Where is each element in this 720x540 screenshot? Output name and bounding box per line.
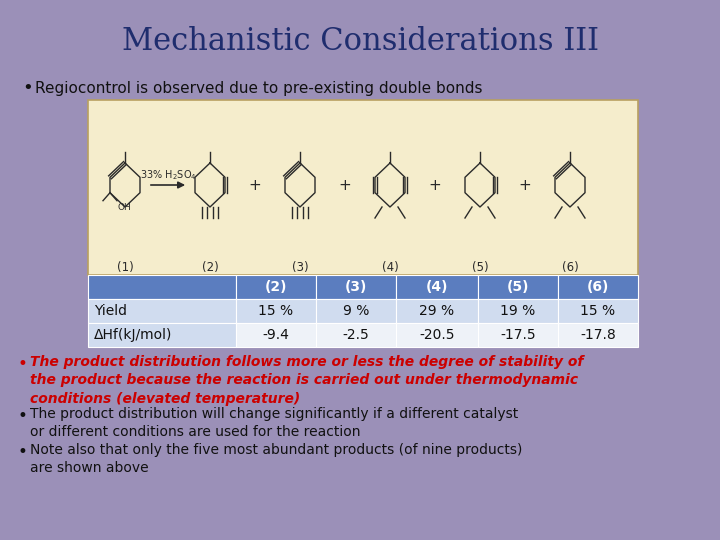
- Text: (3): (3): [345, 280, 367, 294]
- Text: •: •: [18, 443, 28, 461]
- Text: Regiocontrol is observed due to pre-existing double bonds: Regiocontrol is observed due to pre-exis…: [35, 80, 482, 96]
- Text: (2): (2): [202, 260, 218, 273]
- Text: +: +: [428, 178, 441, 192]
- Bar: [236, 299, 316, 323]
- Bar: [88, 323, 236, 347]
- Text: (3): (3): [292, 260, 308, 273]
- Text: 29 %: 29 %: [420, 304, 454, 318]
- Text: (6): (6): [562, 260, 578, 273]
- Text: (6): (6): [587, 280, 609, 294]
- Text: -2.5: -2.5: [343, 328, 369, 342]
- Bar: [316, 323, 396, 347]
- Text: (5): (5): [472, 260, 488, 273]
- Text: (4): (4): [426, 280, 449, 294]
- Bar: [88, 299, 236, 323]
- Text: The product distribution will change significantly if a different catalyst
or di: The product distribution will change sig…: [30, 407, 518, 440]
- Text: Mechanistic Considerations III: Mechanistic Considerations III: [122, 26, 598, 57]
- Text: -17.5: -17.5: [500, 328, 536, 342]
- Text: Yield: Yield: [94, 304, 127, 318]
- Text: 19 %: 19 %: [500, 304, 536, 318]
- Text: +: +: [248, 178, 261, 192]
- Text: OH: OH: [117, 202, 131, 212]
- Text: 15 %: 15 %: [580, 304, 616, 318]
- Text: The product distribution follows more or less the degree of stability of
the pro: The product distribution follows more or…: [30, 355, 583, 406]
- Text: (4): (4): [382, 260, 398, 273]
- Bar: [558, 299, 638, 323]
- Text: •: •: [18, 407, 28, 425]
- Text: (5): (5): [507, 280, 529, 294]
- Text: +: +: [338, 178, 351, 192]
- Text: -9.4: -9.4: [263, 328, 289, 342]
- Bar: [236, 323, 316, 347]
- Text: Note also that only the five most abundant products (of nine products)
are shown: Note also that only the five most abunda…: [30, 443, 523, 475]
- Bar: [88, 100, 638, 275]
- Bar: [316, 275, 396, 299]
- Bar: [236, 275, 316, 299]
- Bar: [558, 323, 638, 347]
- Text: 15 %: 15 %: [258, 304, 294, 318]
- Bar: [478, 299, 558, 323]
- Text: •: •: [18, 355, 28, 373]
- Bar: [478, 323, 558, 347]
- Text: 33% H$_2$SO$_4$: 33% H$_2$SO$_4$: [140, 168, 197, 182]
- Text: 9 %: 9 %: [343, 304, 369, 318]
- Text: (1): (1): [117, 260, 133, 273]
- Text: •: •: [22, 79, 32, 97]
- Text: -20.5: -20.5: [419, 328, 455, 342]
- Bar: [396, 323, 478, 347]
- Text: (2): (2): [265, 280, 287, 294]
- Bar: [396, 299, 478, 323]
- Text: ΔHf(kJ/mol): ΔHf(kJ/mol): [94, 328, 172, 342]
- Bar: [396, 275, 478, 299]
- Bar: [558, 275, 638, 299]
- Text: -17.8: -17.8: [580, 328, 616, 342]
- Bar: [88, 275, 236, 299]
- Text: +: +: [518, 178, 531, 192]
- Bar: [316, 299, 396, 323]
- Bar: [478, 275, 558, 299]
